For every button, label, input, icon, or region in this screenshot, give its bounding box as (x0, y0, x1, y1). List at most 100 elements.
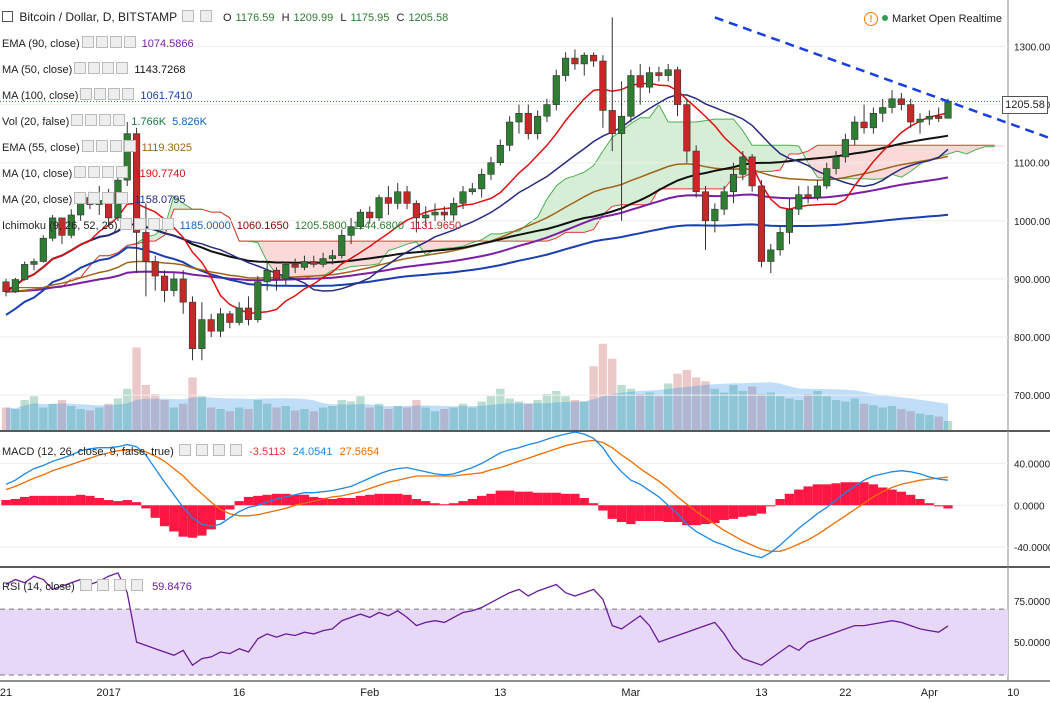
volume-bar (430, 411, 440, 430)
macd-add-icon[interactable] (212, 444, 225, 456)
indicator-settings-icon[interactable] (80, 88, 93, 100)
candle-down (310, 261, 318, 265)
indicator-row[interactable]: MA (20, close) 1158.0795 (2, 192, 186, 208)
indicator-add-icon[interactable] (102, 166, 115, 178)
macd-hist-bar (812, 484, 823, 506)
macd-value-macd: 24.0541 (292, 446, 333, 458)
indicator-eye-icon[interactable] (133, 218, 146, 230)
cloud-segment (966, 145, 976, 154)
candle-up (254, 281, 262, 320)
volume-bar (477, 401, 486, 430)
eye-icon[interactable] (199, 10, 212, 22)
indicator-close-icon[interactable] (122, 88, 135, 100)
price-tick-label: 1300.0000 (1014, 42, 1050, 53)
indicator-row[interactable]: Ichimoku (9, 26, 52, 26) 1185.0000 1060.16… (2, 218, 461, 234)
macd-eye-icon[interactable] (195, 444, 208, 456)
indicator-close-icon[interactable] (116, 192, 129, 204)
candle-up (580, 54, 588, 65)
candles (2, 17, 952, 361)
rsi-settings-icon[interactable] (79, 579, 92, 591)
candle-down (608, 110, 616, 134)
volume-bar (682, 370, 692, 430)
macd-hist-bar (458, 501, 468, 506)
indicator-row[interactable]: MA (100, close) 1061.7410 (2, 88, 192, 104)
macd-hist-bar (94, 497, 104, 506)
rsi-add-icon[interactable] (113, 579, 126, 591)
indicator-settings-icon[interactable] (81, 36, 94, 48)
indicator-settings-icon[interactable] (74, 62, 87, 74)
rsi-eye-icon[interactable] (96, 579, 109, 591)
candle-up (813, 185, 821, 198)
indicator-close-icon[interactable] (123, 36, 136, 48)
indicator-settings-icon[interactable] (81, 140, 94, 152)
indicator-eye-icon[interactable] (88, 192, 101, 204)
indicator-eye-icon[interactable] (85, 114, 98, 126)
rsi-close-icon[interactable] (131, 579, 143, 591)
volume-bar (179, 403, 188, 430)
indicator-row[interactable]: EMA (90, close) 1074.5866 (2, 36, 194, 52)
market-status[interactable]: ! Market Open Realtime (863, 12, 1002, 26)
macd-hist-bar (85, 495, 95, 506)
macd-settings-icon[interactable] (178, 444, 191, 456)
indicator-eye-icon[interactable] (95, 36, 108, 48)
macd-hist-bar (943, 505, 953, 509)
indicator-eye-icon[interactable] (95, 140, 108, 152)
macd-hist-bar (598, 505, 608, 511)
candle-up (478, 174, 486, 190)
ohlc-readout: O 1176.59 H 1209.99 L 1175.95 C 1205.58 (222, 12, 449, 24)
indicator-settings-icon[interactable] (74, 166, 87, 178)
macd-hist-bar (728, 505, 739, 519)
indicator-name: EMA (55, close) (2, 142, 80, 154)
volume-bar (561, 396, 570, 430)
indicator-close-icon[interactable] (116, 166, 129, 178)
indicator-row[interactable]: Vol (20, false) 1.766K 5.826K (2, 114, 207, 130)
macd-hist-bar (187, 505, 198, 538)
time-tick-label: Feb (360, 687, 379, 699)
indicator-add-icon[interactable] (102, 192, 115, 204)
indicator-add-icon[interactable] (147, 218, 160, 230)
indicator-add-icon[interactable] (109, 36, 122, 48)
candle-up (534, 115, 542, 134)
indicator-add-icon[interactable] (108, 88, 121, 100)
volume-bar (206, 407, 216, 430)
indicator-close-icon[interactable] (113, 114, 126, 126)
indicator-row[interactable]: MA (50, close) 1143.7268 (2, 62, 186, 78)
settings-icon[interactable] (182, 10, 195, 22)
volume-bar (123, 388, 132, 430)
volume-bar (151, 394, 160, 430)
indicator-eye-icon[interactable] (88, 62, 101, 74)
indicator-settings-icon[interactable] (71, 114, 84, 126)
indicator-close-icon[interactable] (123, 140, 136, 152)
indicator-add-icon[interactable] (102, 62, 115, 74)
candle-up (823, 168, 831, 187)
indicator-eye-icon[interactable] (94, 88, 107, 100)
indicator-settings-icon[interactable] (119, 218, 132, 230)
macd-hist-bar (747, 505, 757, 516)
indicator-value: 1158.0795 (134, 194, 186, 206)
macd-hist-bar (178, 505, 188, 537)
indicator-close-icon[interactable] (161, 218, 174, 230)
alert-icon[interactable]: ! (863, 12, 878, 26)
macd-close-icon[interactable] (230, 444, 243, 456)
collapse-icon[interactable] (2, 11, 13, 22)
macd-hist-bar (915, 499, 925, 506)
indicator-value: 1143.7268 (134, 64, 186, 76)
candle-down (748, 156, 756, 187)
cloud-segment (612, 130, 622, 207)
indicator-add-icon[interactable] (109, 140, 122, 152)
candle-down (897, 98, 905, 105)
indicator-row[interactable]: EMA (55, close) 1119.3025 (2, 140, 192, 156)
indicator-add-icon[interactable] (99, 114, 112, 126)
indicator-eye-icon[interactable] (88, 166, 101, 178)
volume-bar (822, 396, 831, 430)
volume-bar (673, 373, 682, 430)
indicator-close-icon[interactable] (116, 62, 129, 74)
cloud-segment (295, 241, 305, 279)
candle-up (356, 211, 364, 227)
macd-hist-bar (878, 487, 888, 506)
cloud-segment (994, 145, 1004, 147)
candle-up (925, 115, 933, 120)
indicator-row[interactable]: MA (10, close) 1190.7740 (2, 166, 186, 182)
indicator-settings-icon[interactable] (74, 192, 87, 204)
